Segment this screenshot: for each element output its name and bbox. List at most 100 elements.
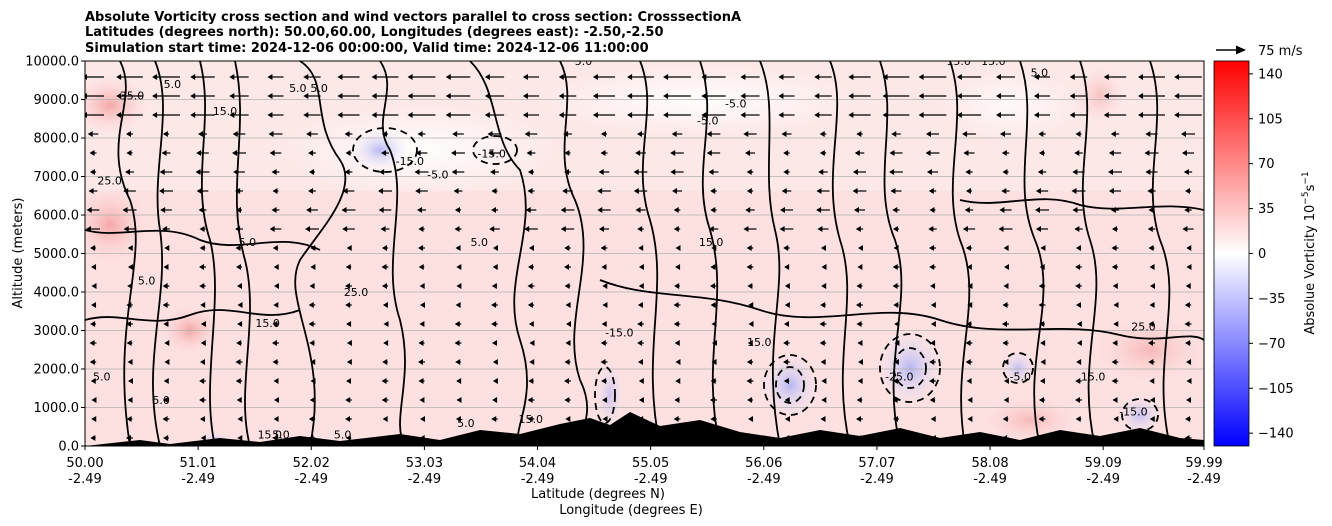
wind-vector-head [558, 93, 564, 99]
wind-vector-head [419, 397, 425, 403]
y-tick-label: 5000.0 [34, 247, 80, 262]
wind-vector-head [342, 188, 348, 194]
contour-label: 25.0 [1131, 321, 1156, 334]
wind-vector-head [995, 74, 1001, 80]
wind-vector-head [1138, 93, 1144, 99]
wind-vector-head [746, 264, 752, 270]
wind-vector-head [272, 245, 278, 251]
wind-vector-head [303, 112, 309, 118]
wind-vector-head [199, 359, 205, 365]
wind-vector-head [237, 435, 243, 441]
wind-vector-head [337, 93, 343, 99]
colorbar-tick-label: 105 [1258, 112, 1283, 127]
colorbar [1213, 60, 1250, 447]
wind-vector-head [417, 131, 423, 137]
contour-label: 25.0 [97, 174, 122, 187]
wind-vector-head [527, 397, 533, 403]
wind-vector-head [740, 74, 746, 80]
wind-vector-head [273, 283, 279, 289]
wind-vector-head [999, 131, 1005, 137]
wind-vector-head [452, 131, 458, 137]
wind-vector-head [162, 416, 168, 422]
wind-vector-head [1113, 302, 1119, 308]
wind-vector-head [456, 283, 462, 289]
wind-vector-head [1069, 93, 1075, 99]
wind-vector-head [407, 74, 413, 80]
x-tick-lat: 54.04 [519, 456, 556, 471]
wind-vector-head [1174, 74, 1180, 80]
wind-vector-head [747, 283, 753, 289]
wind-vector-head [522, 93, 528, 99]
wind-vector-head [1075, 264, 1081, 270]
wind-vector-head [821, 283, 827, 289]
wind-vector-head [1138, 112, 1144, 118]
wind-vector-head [601, 264, 607, 270]
wind-vector-head [126, 416, 132, 422]
wind-vector-head [1147, 226, 1153, 232]
wind-vector-head [918, 74, 924, 80]
wind-vector-head [675, 264, 681, 270]
wind-vectors [85, 74, 1202, 441]
contour-label: -25.0 [885, 371, 913, 384]
wind-vector-head [602, 416, 608, 422]
wind-vector-head [956, 112, 962, 118]
wind-vector-head [236, 264, 242, 270]
wind-vector-head [746, 245, 752, 251]
contour-label: -15.0 [396, 155, 424, 168]
wind-vector-head [1076, 359, 1082, 365]
wind-vector-head [419, 283, 425, 289]
wind-vector-head [273, 416, 279, 422]
wind-vector-head [783, 245, 789, 251]
wind-vector-head [1182, 226, 1188, 232]
wind-vector-head [783, 340, 789, 346]
wind-vector-head [271, 207, 277, 213]
wind-vector-head [1148, 245, 1154, 251]
wind-vector-head [152, 93, 158, 99]
wind-vector-head [122, 207, 128, 213]
wind-vector-head [638, 264, 644, 270]
contour-label: -15.0 [477, 147, 505, 160]
wind-vector-head [236, 397, 242, 403]
wind-vector-head [127, 359, 133, 365]
wind-vector-head [675, 378, 681, 384]
wind-vector-head [635, 150, 641, 156]
y-tick-label: 1000.0 [34, 401, 80, 416]
wind-vector-head [854, 150, 860, 156]
wind-vector-head [195, 169, 201, 175]
wind-vector-head [635, 207, 641, 213]
wind-vector-head [1145, 131, 1151, 137]
wind-vector-head [1075, 397, 1081, 403]
wind-vector-head [627, 112, 633, 118]
wind-vector-head [235, 359, 241, 365]
y-tick-label: 7000.0 [34, 170, 80, 185]
wind-vector-head [748, 416, 754, 422]
wind-vector-head [123, 226, 129, 232]
wind-vector-head [816, 207, 822, 213]
wind-vector-head [601, 321, 607, 327]
wind-vector-head [378, 188, 384, 194]
wind-vector-head [445, 112, 451, 118]
wind-vector-head [126, 150, 132, 156]
x-tick-lon: -2.49 [747, 472, 781, 487]
wind-vector-head [1038, 283, 1044, 289]
wind-vector-head [1110, 131, 1116, 137]
wind-vector-head [527, 416, 533, 422]
wind-vector-head [956, 74, 962, 80]
wind-vector-head [90, 435, 96, 441]
wind-vector-head [889, 150, 895, 156]
wind-vector-head [345, 283, 351, 289]
wind-vector-head [892, 207, 898, 213]
wind-vector-head [967, 397, 973, 403]
wind-vector-head [1148, 321, 1154, 327]
wind-vector-head [638, 283, 644, 289]
wind-vector-head [381, 264, 387, 270]
negative-contours [352, 127, 1159, 432]
wind-vector-head [116, 112, 122, 118]
wind-vector-head [740, 112, 746, 118]
wind-vector-head [781, 188, 787, 194]
wind-vector-head [710, 264, 716, 270]
wind-vector-head [1112, 340, 1118, 346]
wind-vector-head [966, 264, 972, 270]
wind-vector-head [638, 378, 644, 384]
wind-vector-head [345, 150, 351, 156]
